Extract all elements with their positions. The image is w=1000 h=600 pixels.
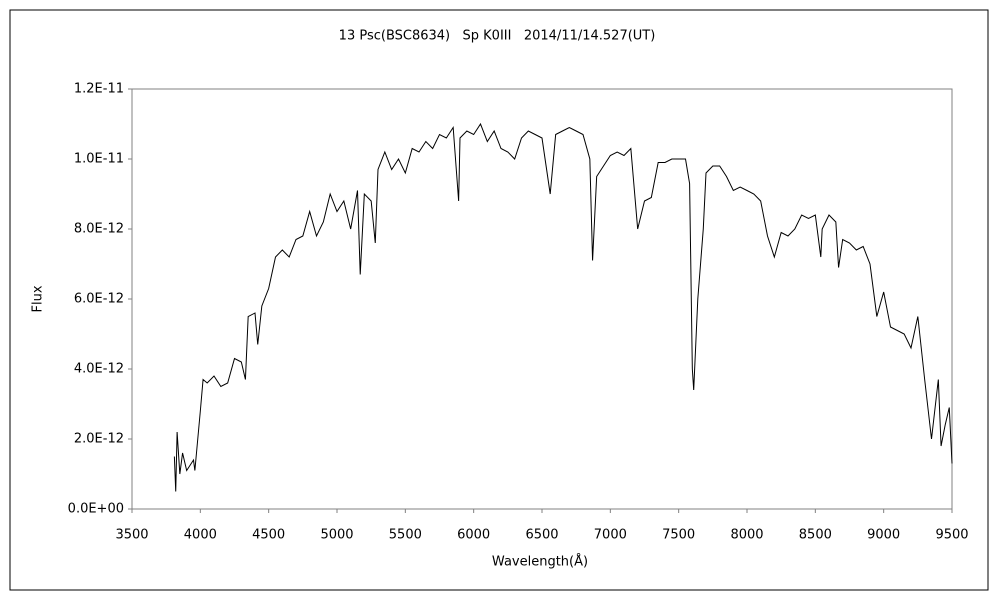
- x-tick-label: 5500: [389, 528, 422, 543]
- x-tick-label: 3500: [115, 528, 148, 543]
- chart-title: 13 Psc(BSC8634) Sp K0III 2014/11/14.527(…: [339, 29, 656, 44]
- spectrum-line: [173, 122, 953, 492]
- y-tick-label: 1.2E-11: [74, 82, 124, 97]
- x-tick-label: 8500: [799, 528, 832, 543]
- x-tick-label: 7500: [662, 528, 695, 543]
- y-tick-label: 2.0E-12: [74, 432, 124, 447]
- y-axis-label: Flux: [31, 285, 46, 312]
- x-tick-label: 7000: [594, 528, 627, 543]
- x-tick-label: 8000: [730, 528, 763, 543]
- x-tick-label: 4000: [184, 528, 217, 543]
- x-tick-label: 6500: [525, 528, 558, 543]
- y-tick-label: 8.0E-12: [74, 222, 124, 237]
- y-tick-label: 0.0E+00: [68, 502, 124, 517]
- y-tick-label: 1.0E-11: [74, 152, 124, 167]
- x-tick-label: 6000: [457, 528, 490, 543]
- y-tick-label: 4.0E-12: [74, 362, 124, 377]
- x-tick-label: 5000: [320, 528, 353, 543]
- x-tick-label: 4500: [252, 528, 285, 543]
- x-tick-label: 9000: [867, 528, 900, 543]
- x-axis-label: Wavelength(Å): [492, 554, 588, 570]
- plot-area: [131, 88, 953, 510]
- x-tick-label: 9500: [935, 528, 968, 543]
- y-tick-label: 6.0E-12: [74, 292, 124, 307]
